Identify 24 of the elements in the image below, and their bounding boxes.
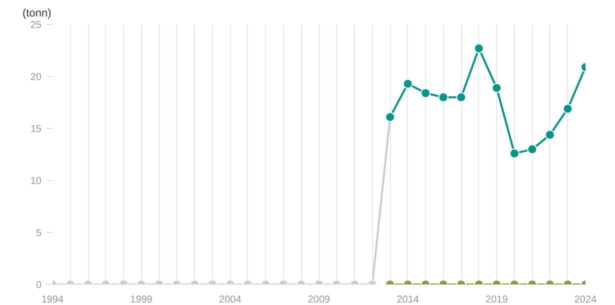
y-tick-label: 15 — [30, 124, 42, 135]
y-tick-label: 20 — [30, 72, 42, 83]
point — [544, 130, 555, 140]
point — [562, 104, 573, 114]
x-tick-label: 1994 — [41, 294, 64, 305]
x-tick-label: 2004 — [219, 294, 242, 305]
y-tick-label: 10 — [30, 176, 42, 187]
x-tick-label: 2024 — [574, 294, 598, 305]
point — [492, 82, 502, 93]
x-tick-label: 2019 — [486, 294, 508, 305]
y-tick-label: 25 — [30, 20, 42, 31]
point — [474, 43, 484, 54]
x-tick-label: 2009 — [308, 294, 331, 305]
x-tick-label: 1999 — [130, 294, 153, 305]
point — [456, 92, 466, 102]
point — [438, 92, 448, 102]
point — [527, 144, 538, 154]
y-tick-label: 5 — [36, 228, 42, 239]
point — [509, 148, 520, 158]
y-axis-title: (tonn) — [22, 8, 52, 20]
point — [420, 88, 431, 98]
point — [402, 78, 413, 89]
x-tick-label: 2014 — [396, 294, 420, 305]
y-tick-label: 0 — [36, 280, 42, 291]
